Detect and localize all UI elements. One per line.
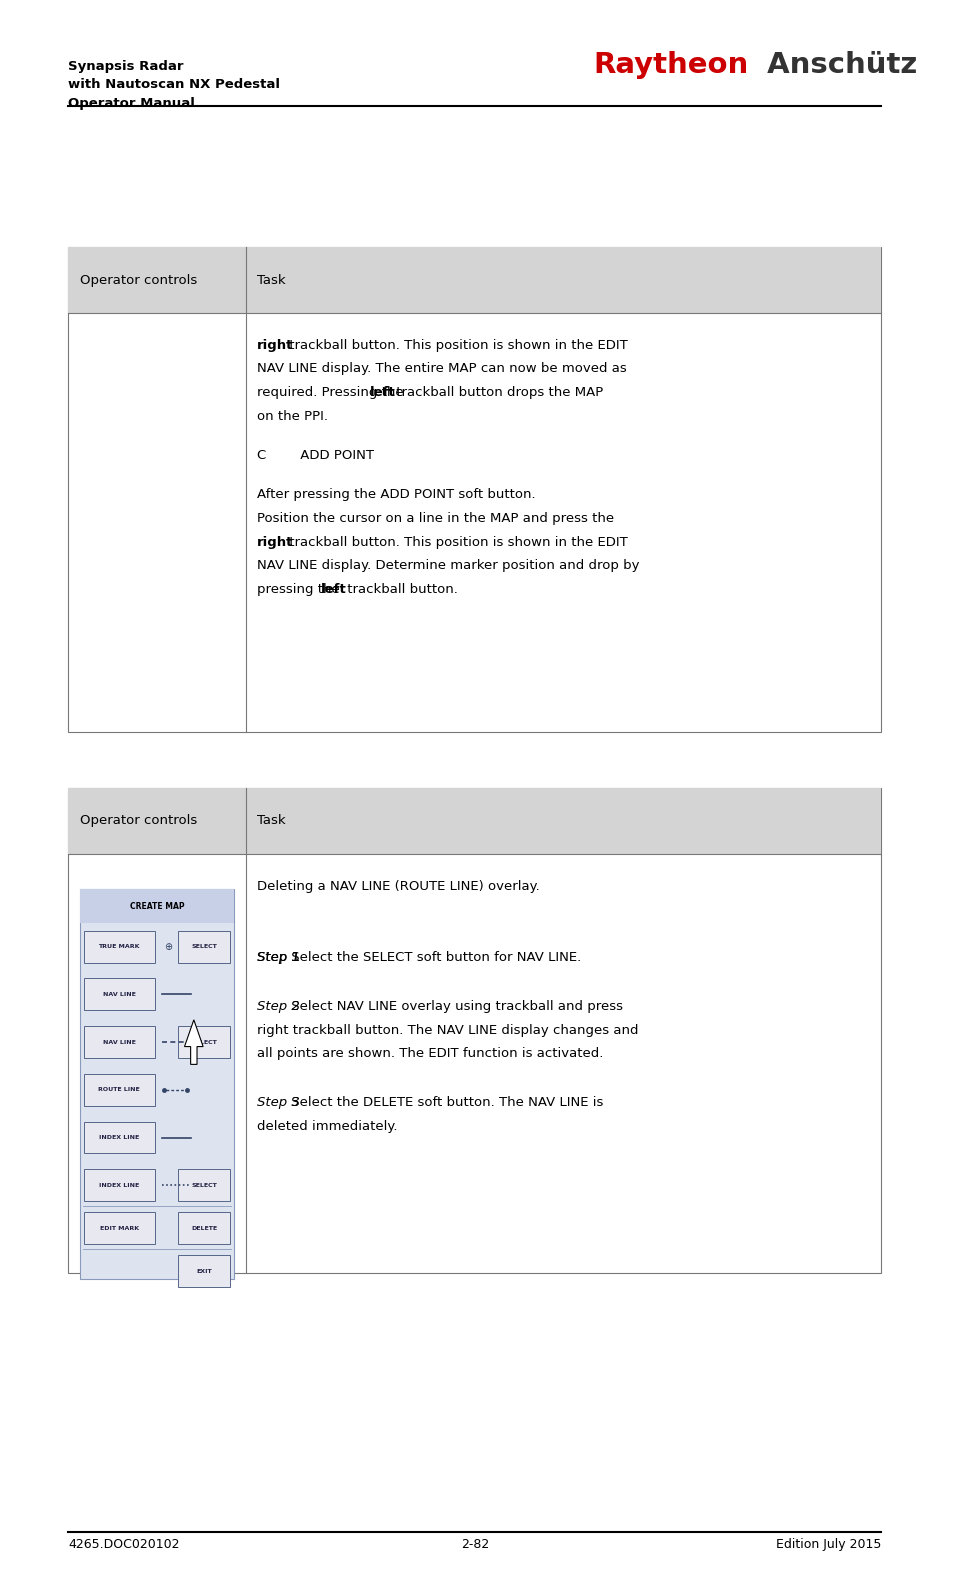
Bar xyxy=(178,1026,230,1058)
Text: CREATE MAP: CREATE MAP xyxy=(129,902,184,910)
Bar xyxy=(178,1169,230,1201)
Text: Select NAV LINE overlay using trackball and press: Select NAV LINE overlay using trackball … xyxy=(287,1001,623,1013)
Text: Operator controls: Operator controls xyxy=(80,274,197,286)
Text: all points are shown. The EDIT function is activated.: all points are shown. The EDIT function … xyxy=(257,1047,603,1060)
Bar xyxy=(83,1169,154,1201)
Text: trackball button drops the MAP: trackball button drops the MAP xyxy=(392,387,603,399)
Text: DELETE: DELETE xyxy=(191,1225,218,1231)
Bar xyxy=(68,247,881,313)
Text: deleted immediately.: deleted immediately. xyxy=(257,1120,397,1133)
Text: trackball button.: trackball button. xyxy=(343,582,457,595)
Text: Edition July 2015: Edition July 2015 xyxy=(776,1538,881,1551)
Text: pressing the: pressing the xyxy=(257,582,344,595)
Bar xyxy=(68,247,881,732)
Text: Select the DELETE soft button. The NAV LINE is: Select the DELETE soft button. The NAV L… xyxy=(287,1096,603,1109)
Text: C        ADD POINT: C ADD POINT xyxy=(257,449,374,461)
Text: Step 3: Step 3 xyxy=(257,1096,300,1109)
Text: Step 1: Step 1 xyxy=(257,951,300,964)
Bar xyxy=(80,889,234,1279)
Text: 4265.DOC020102: 4265.DOC020102 xyxy=(68,1538,180,1551)
Bar xyxy=(83,1026,154,1058)
Text: right: right xyxy=(257,536,293,549)
Text: Step 2: Step 2 xyxy=(257,1001,300,1013)
Text: EXIT: EXIT xyxy=(197,1268,212,1274)
Text: Synapsis Radar: Synapsis Radar xyxy=(68,59,184,73)
Text: Task: Task xyxy=(257,274,286,286)
Text: with Nautoscan NX Pedestal: with Nautoscan NX Pedestal xyxy=(68,78,280,91)
Text: INDEX LINE: INDEX LINE xyxy=(99,1134,139,1141)
Text: INDEX LINE: INDEX LINE xyxy=(99,1182,139,1188)
Text: trackball button. This position is shown in the EDIT: trackball button. This position is shown… xyxy=(285,536,628,549)
Text: Step 1: Step 1 xyxy=(257,951,300,964)
Text: EDIT MARK: EDIT MARK xyxy=(100,1225,139,1231)
Bar xyxy=(178,1212,230,1244)
Text: on the PPI.: on the PPI. xyxy=(257,409,328,423)
Text: TRUE MARK: TRUE MARK xyxy=(99,943,140,950)
Bar xyxy=(83,1212,154,1244)
Text: Select the SELECT soft button for NAV LINE.: Select the SELECT soft button for NAV LI… xyxy=(287,951,581,964)
Bar xyxy=(83,931,154,963)
Text: NAV LINE display. Determine marker position and drop by: NAV LINE display. Determine marker posit… xyxy=(257,558,640,573)
Text: SELECT: SELECT xyxy=(192,1039,217,1045)
Bar xyxy=(83,978,154,1010)
Text: Operator controls: Operator controls xyxy=(80,815,197,827)
Text: left: left xyxy=(369,387,395,399)
Text: right trackball button. The NAV LINE display changes and: right trackball button. The NAV LINE dis… xyxy=(257,1023,639,1037)
Text: NAV LINE: NAV LINE xyxy=(103,1039,135,1045)
Text: required. Pressing the: required. Pressing the xyxy=(257,387,408,399)
Text: SELECT: SELECT xyxy=(192,1182,217,1188)
Text: SELECT: SELECT xyxy=(192,943,217,950)
Text: Deleting a NAV LINE (ROUTE LINE) overlay.: Deleting a NAV LINE (ROUTE LINE) overlay… xyxy=(257,880,540,893)
Text: trackball button. This position is shown in the EDIT: trackball button. This position is shown… xyxy=(285,339,628,352)
Bar xyxy=(83,1074,154,1106)
Bar xyxy=(80,889,234,923)
Polygon shape xyxy=(184,1020,203,1064)
Bar xyxy=(68,788,881,1273)
Text: After pressing the ADD POINT soft button.: After pressing the ADD POINT soft button… xyxy=(257,488,535,501)
Text: Operator Manual: Operator Manual xyxy=(68,97,196,110)
Bar xyxy=(178,1255,230,1287)
Bar xyxy=(178,931,230,963)
Text: Task: Task xyxy=(257,815,286,827)
Text: 2-82: 2-82 xyxy=(460,1538,489,1551)
Bar xyxy=(83,1122,154,1153)
Text: Position the cursor on a line in the MAP and press the: Position the cursor on a line in the MAP… xyxy=(257,512,619,525)
Text: ⊕: ⊕ xyxy=(164,942,173,951)
Text: NAV LINE display. The entire MAP can now be moved as: NAV LINE display. The entire MAP can now… xyxy=(257,363,627,375)
Bar xyxy=(68,788,881,854)
Text: Raytheon: Raytheon xyxy=(594,51,749,80)
Text: ROUTE LINE: ROUTE LINE xyxy=(99,1087,140,1093)
Text: left: left xyxy=(320,582,346,595)
Text: Anschütz: Anschütz xyxy=(757,51,917,80)
Text: NAV LINE: NAV LINE xyxy=(103,991,135,998)
Text: right: right xyxy=(257,339,293,352)
